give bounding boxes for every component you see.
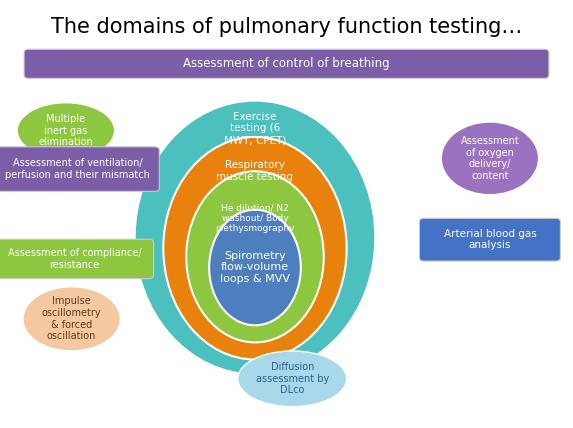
- Text: Spirometry
flow-volume
loops & MVV: Spirometry flow-volume loops & MVV: [220, 251, 290, 284]
- FancyBboxPatch shape: [419, 218, 560, 261]
- Text: Impulse
oscillometry
& forced
oscillation: Impulse oscillometry & forced oscillatio…: [42, 297, 101, 341]
- Text: He dilution/ N2
washout/ Body
plethysmography: He dilution/ N2 washout/ Body plethysmog…: [215, 203, 295, 233]
- Ellipse shape: [163, 137, 347, 360]
- Ellipse shape: [238, 351, 347, 407]
- Ellipse shape: [23, 287, 120, 351]
- Ellipse shape: [209, 210, 301, 325]
- Text: The domains of pulmonary function testing…: The domains of pulmonary function testin…: [51, 17, 522, 37]
- FancyBboxPatch shape: [0, 239, 154, 279]
- Text: Assessment of control of breathing: Assessment of control of breathing: [183, 57, 390, 70]
- FancyBboxPatch shape: [0, 147, 159, 191]
- Ellipse shape: [17, 103, 115, 158]
- Text: Assessment
of oxygen
delivery/
content: Assessment of oxygen delivery/ content: [461, 136, 519, 181]
- Ellipse shape: [135, 101, 375, 374]
- Text: Multiple
inert gas
elimination: Multiple inert gas elimination: [38, 114, 93, 147]
- FancyBboxPatch shape: [24, 49, 549, 78]
- Text: Arterial blood gas
analysis: Arterial blood gas analysis: [444, 229, 536, 250]
- Ellipse shape: [186, 171, 324, 342]
- Text: Assessment of ventilation/
perfusion and their mismatch: Assessment of ventilation/ perfusion and…: [5, 158, 150, 180]
- Text: Diffusion
assessment by
DLco: Diffusion assessment by DLco: [256, 362, 329, 395]
- Ellipse shape: [441, 122, 539, 195]
- Text: Assessment of compliance/
resistance: Assessment of compliance/ resistance: [7, 248, 142, 270]
- Text: Exercise
testing (6
MWT, CPET): Exercise testing (6 MWT, CPET): [224, 112, 286, 145]
- Text: Respiratory
muscle testing: Respiratory muscle testing: [217, 160, 293, 182]
